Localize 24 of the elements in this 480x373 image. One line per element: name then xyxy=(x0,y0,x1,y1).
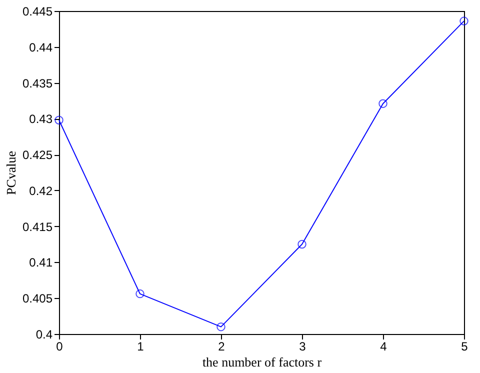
y-tick-label: 0.41 xyxy=(29,256,53,270)
y-tick-label: 0.435 xyxy=(22,76,53,90)
point xyxy=(298,240,306,249)
y-tick-label: 0.44 xyxy=(29,40,53,54)
y-tick-label: 0.43 xyxy=(29,112,53,126)
x-tick-label: 4 xyxy=(380,340,388,354)
point xyxy=(216,322,226,332)
x-tick-label: 5 xyxy=(461,340,468,354)
point xyxy=(54,116,64,124)
x-tick-label: 3 xyxy=(299,340,306,354)
y-tick-label: 0.415 xyxy=(22,220,53,234)
y-tick-label: 0.4 xyxy=(36,328,53,342)
point xyxy=(136,289,144,298)
y-tick-label: 0.445 xyxy=(22,4,53,18)
y-axis-title: PCvalue xyxy=(3,150,18,196)
x-tick-label: 2 xyxy=(218,340,226,354)
y-tick-label: 0.42 xyxy=(29,184,53,198)
point xyxy=(378,99,388,108)
x-axis-title: the number of factors r xyxy=(202,354,322,370)
y-tick-label: 0.425 xyxy=(22,148,53,162)
x-tick-label: 0 xyxy=(56,340,64,354)
x-tick-label: 1 xyxy=(137,340,144,354)
point xyxy=(460,16,468,26)
y-tick-label: 0.405 xyxy=(22,292,53,306)
